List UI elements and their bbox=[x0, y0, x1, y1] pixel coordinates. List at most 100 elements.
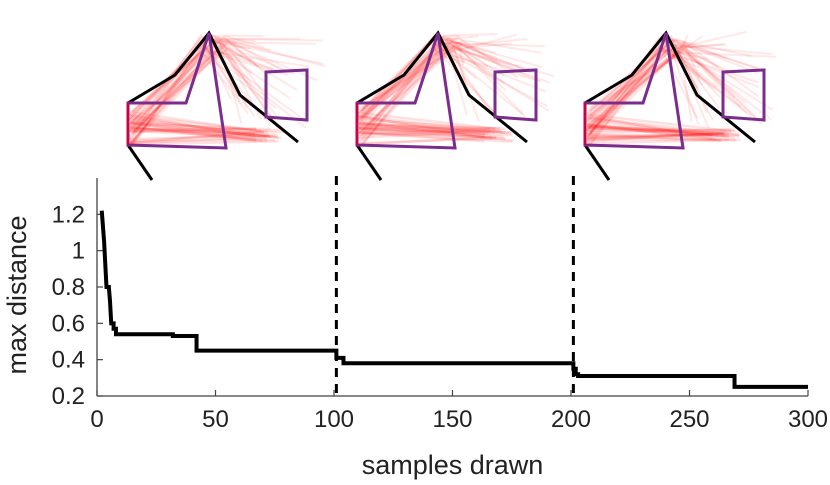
x-tick-label: 100 bbox=[314, 406, 354, 433]
pose-sample bbox=[586, 116, 740, 137]
pose-sample bbox=[359, 36, 498, 134]
pose-sample bbox=[129, 114, 269, 133]
pose-sample bbox=[358, 123, 511, 134]
pose-sample bbox=[585, 34, 689, 135]
pose-sample bbox=[129, 46, 269, 124]
pose-sample bbox=[586, 126, 739, 138]
pose-sample bbox=[586, 128, 735, 135]
pose-sample bbox=[586, 123, 730, 138]
pose-sample bbox=[587, 30, 747, 137]
pose-sample bbox=[130, 49, 278, 135]
pose-box bbox=[493, 68, 538, 122]
pose-sample bbox=[356, 44, 465, 121]
pose-sample bbox=[586, 125, 722, 135]
pose-sample bbox=[129, 134, 278, 145]
pose-sample bbox=[587, 51, 777, 126]
pose-sample bbox=[129, 122, 257, 131]
pose-sample bbox=[358, 114, 493, 141]
pose-sample bbox=[586, 126, 729, 136]
pose-sample bbox=[131, 36, 239, 124]
pose-sample bbox=[361, 43, 507, 112]
pose-sample bbox=[586, 132, 725, 140]
y-tick-label: 0.2 bbox=[52, 383, 85, 410]
pose-sample bbox=[129, 110, 265, 134]
pose-sample bbox=[585, 48, 716, 121]
pose-sample bbox=[129, 116, 272, 138]
pose-sample bbox=[129, 127, 257, 133]
pose-sample bbox=[361, 38, 521, 146]
pose-sample bbox=[586, 43, 719, 122]
pose-sample bbox=[129, 34, 265, 129]
y-tick-label: 0.8 bbox=[52, 274, 85, 301]
pose-sample bbox=[360, 44, 501, 144]
pose-sample bbox=[356, 35, 532, 141]
pose-sample bbox=[132, 33, 253, 113]
pose-sample bbox=[589, 45, 699, 116]
pose-sample bbox=[358, 122, 506, 130]
pose-sample bbox=[358, 123, 505, 139]
pose-sample bbox=[586, 129, 736, 143]
x-tick-label: 150 bbox=[432, 406, 472, 433]
pose-sample bbox=[586, 126, 726, 133]
pose-sample bbox=[129, 121, 263, 142]
pose-sample bbox=[586, 113, 732, 133]
pose-sample bbox=[586, 132, 724, 139]
pose-sample bbox=[129, 125, 257, 143]
pose-sample bbox=[358, 128, 496, 134]
y-ticks: 0.2 0.4 0.6 0.8 1 1.2 bbox=[52, 201, 103, 410]
pose-sample bbox=[586, 114, 713, 140]
pose-sample bbox=[586, 123, 721, 142]
pose-sample bbox=[129, 127, 256, 136]
y-axis-title: max distance bbox=[2, 215, 32, 374]
pose-sample bbox=[129, 40, 298, 117]
pose-sample bbox=[588, 45, 700, 136]
pose-sample bbox=[129, 134, 277, 141]
pose-sample bbox=[358, 131, 513, 143]
pose-sample bbox=[358, 131, 497, 139]
pose-sample bbox=[586, 137, 741, 142]
pose-sample bbox=[358, 121, 502, 133]
pose-sample bbox=[358, 136, 497, 145]
pose-sample bbox=[361, 40, 506, 115]
pose-sample bbox=[358, 126, 491, 133]
pose-sample bbox=[588, 38, 752, 120]
pose-sample bbox=[132, 35, 272, 130]
pose-sample bbox=[358, 114, 512, 135]
pose-sample bbox=[361, 40, 464, 118]
pose-sample bbox=[586, 117, 719, 137]
x-tick-label: 50 bbox=[202, 406, 229, 433]
pose-sample bbox=[358, 130, 492, 139]
pose-sample bbox=[129, 126, 270, 138]
pose-sample bbox=[586, 138, 729, 145]
x-tick-label: 200 bbox=[551, 406, 591, 433]
pose-sample bbox=[131, 46, 308, 123]
pose-sample bbox=[586, 124, 736, 142]
pose-sample bbox=[360, 50, 546, 147]
pose-sample bbox=[358, 128, 501, 140]
pose-sample bbox=[586, 133, 722, 143]
y-tick-label: 0.4 bbox=[52, 347, 85, 374]
x-ticks: 0 50 100 150 200 250 300 bbox=[90, 390, 828, 433]
pose-sample bbox=[358, 127, 485, 137]
pose-sample bbox=[358, 127, 506, 141]
pose-sample bbox=[358, 41, 555, 122]
pose-sample bbox=[129, 138, 268, 143]
pose-sample bbox=[129, 128, 280, 145]
pose-sample bbox=[586, 133, 728, 138]
pose-sample bbox=[129, 37, 243, 129]
pose-sample bbox=[129, 139, 279, 146]
pose-sample bbox=[357, 40, 467, 118]
pose-sample bbox=[130, 35, 259, 123]
pose-sample bbox=[127, 37, 323, 139]
pose-sample bbox=[589, 38, 763, 112]
pose-sample bbox=[129, 121, 282, 140]
pose-sample bbox=[586, 128, 731, 132]
pose-sample bbox=[129, 125, 268, 143]
pose-sample bbox=[132, 44, 279, 142]
pose-sample bbox=[129, 49, 249, 121]
pose-sample bbox=[586, 119, 735, 140]
pose-sample bbox=[129, 45, 307, 148]
pose-sample bbox=[358, 121, 505, 135]
pose-inset bbox=[355, 30, 555, 181]
